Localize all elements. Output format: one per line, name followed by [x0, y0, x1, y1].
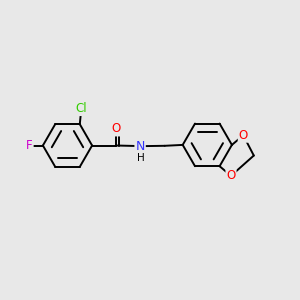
Text: H: H [137, 153, 145, 163]
Text: O: O [239, 129, 248, 142]
Text: Cl: Cl [76, 102, 87, 115]
Text: N: N [135, 140, 145, 153]
Text: O: O [226, 169, 236, 182]
Text: O: O [112, 122, 121, 136]
Text: F: F [26, 139, 33, 152]
